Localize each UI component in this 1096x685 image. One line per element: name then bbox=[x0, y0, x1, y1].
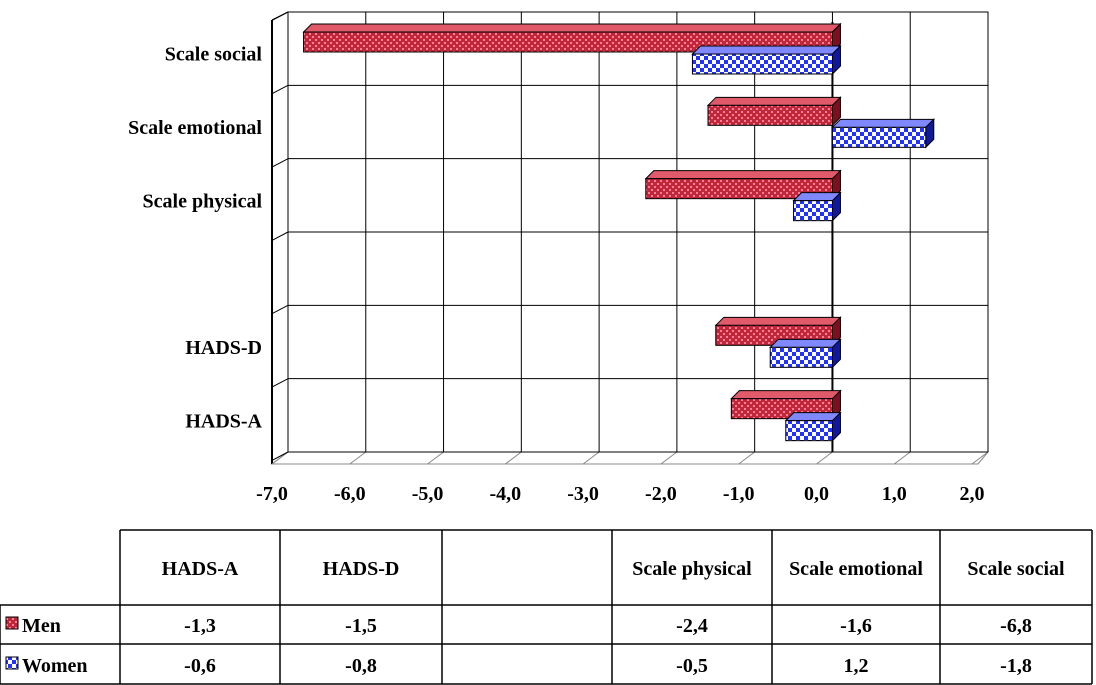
bar-front-face bbox=[645, 178, 833, 200]
table-header-cell: Scale emotional bbox=[789, 558, 923, 580]
y-tick-line bbox=[271, 231, 289, 241]
y-tick-line bbox=[271, 11, 289, 21]
floor-grid-line bbox=[582, 451, 600, 465]
x-tick-label: -6,0 bbox=[334, 483, 366, 505]
plot-area bbox=[270, 11, 990, 465]
plot-floor bbox=[270, 451, 990, 465]
table-header-cell: Scale social bbox=[967, 558, 1065, 580]
bar-women bbox=[792, 191, 842, 222]
x-tick-label: 2,0 bbox=[960, 483, 985, 505]
table-header-cell: HADS-D bbox=[323, 558, 400, 580]
bar-front-face bbox=[691, 53, 833, 75]
bar-women bbox=[831, 118, 935, 149]
bar-men bbox=[706, 96, 842, 127]
legend-label-women: Women bbox=[22, 655, 88, 677]
y-tick-line bbox=[271, 158, 289, 168]
table-value-cell: -0,5 bbox=[676, 655, 708, 677]
bar-women bbox=[769, 338, 842, 369]
bar-top-face bbox=[706, 96, 842, 106]
data-table: HADS-A HADS-D Scale physical Scale emotiona… bbox=[0, 529, 1093, 685]
table-value-cell: -2,4 bbox=[676, 615, 708, 637]
bar-top-face bbox=[302, 23, 842, 33]
table-value-cell: -1,3 bbox=[184, 615, 216, 637]
legend-label-men: Men bbox=[22, 615, 61, 637]
table-value-cell: -0,8 bbox=[345, 655, 377, 677]
x-tick-label: 1,0 bbox=[882, 483, 907, 505]
floor-grid-line bbox=[427, 451, 444, 465]
floor-grid-line bbox=[660, 451, 678, 465]
category-label: HADS-A bbox=[185, 410, 262, 432]
x-tick-label: -4,0 bbox=[489, 483, 521, 505]
y-tick-line bbox=[271, 84, 289, 95]
category-label: Scale physical bbox=[143, 190, 263, 212]
table-value-cell: -1,6 bbox=[840, 615, 872, 637]
floor-grid-line bbox=[971, 451, 989, 465]
table-value-cell: 1,2 bbox=[844, 655, 869, 677]
x-tick-label: 0,0 bbox=[804, 483, 829, 505]
table-value-cell: -0,6 bbox=[184, 655, 216, 677]
bar-top-face bbox=[644, 170, 842, 180]
floor-grid-line bbox=[893, 451, 911, 465]
bar-front-face bbox=[707, 104, 833, 126]
table-value-cell: -6,8 bbox=[1000, 615, 1032, 637]
x-tick-label: -3,0 bbox=[567, 483, 599, 505]
y-tick-line bbox=[271, 304, 289, 315]
x-tick-label: -7,0 bbox=[256, 483, 288, 505]
bars bbox=[302, 22, 935, 442]
legend-swatch-women bbox=[5, 656, 19, 670]
x-tick-labels: -7,0 -6,0 -5,0 -4,0 -3,0 -2,0 -1,0 0,0 1,0 2,0 bbox=[256, 483, 984, 505]
grid-lines bbox=[271, 11, 989, 465]
category-labels: HADS-A HADS-D Scale physical Scale emotiona… bbox=[128, 44, 262, 433]
x-tick-label: -1,0 bbox=[723, 483, 755, 505]
bar-top-face bbox=[714, 316, 842, 326]
bar-top-face bbox=[691, 45, 842, 55]
floor-grid-line bbox=[271, 451, 289, 465]
bar-top-face bbox=[831, 118, 935, 128]
table-header-cell: Scale physical bbox=[632, 558, 752, 580]
floor-grid-line bbox=[505, 451, 522, 465]
bar-top-face bbox=[769, 338, 842, 348]
bar-women bbox=[784, 411, 842, 442]
y-tick-line bbox=[271, 451, 289, 461]
floor-grid-line bbox=[738, 451, 755, 465]
table-header-cell: HADS-A bbox=[162, 558, 239, 580]
bar-front-face bbox=[831, 126, 927, 148]
y-tick-line bbox=[271, 378, 289, 388]
bar-top-face bbox=[730, 390, 842, 400]
bar-women bbox=[691, 44, 842, 76]
table-value-cell: -1,5 bbox=[345, 615, 377, 637]
floor-grid-line bbox=[349, 451, 367, 465]
bar-men bbox=[644, 169, 842, 200]
category-label: HADS-D bbox=[185, 337, 262, 359]
table-value-cell: -1,8 bbox=[1000, 655, 1032, 677]
bar-front-face bbox=[785, 420, 833, 442]
floor-grid-line bbox=[816, 451, 833, 465]
bar-top-face bbox=[784, 412, 842, 422]
bar-front-face bbox=[769, 346, 833, 368]
category-label: Scale social bbox=[165, 44, 263, 66]
bar-front-face bbox=[793, 200, 833, 222]
legend-swatch-men bbox=[5, 616, 19, 630]
x-tick-label: -2,0 bbox=[645, 483, 677, 505]
category-label: Scale emotional bbox=[128, 117, 262, 139]
x-tick-label: -5,0 bbox=[412, 483, 444, 505]
